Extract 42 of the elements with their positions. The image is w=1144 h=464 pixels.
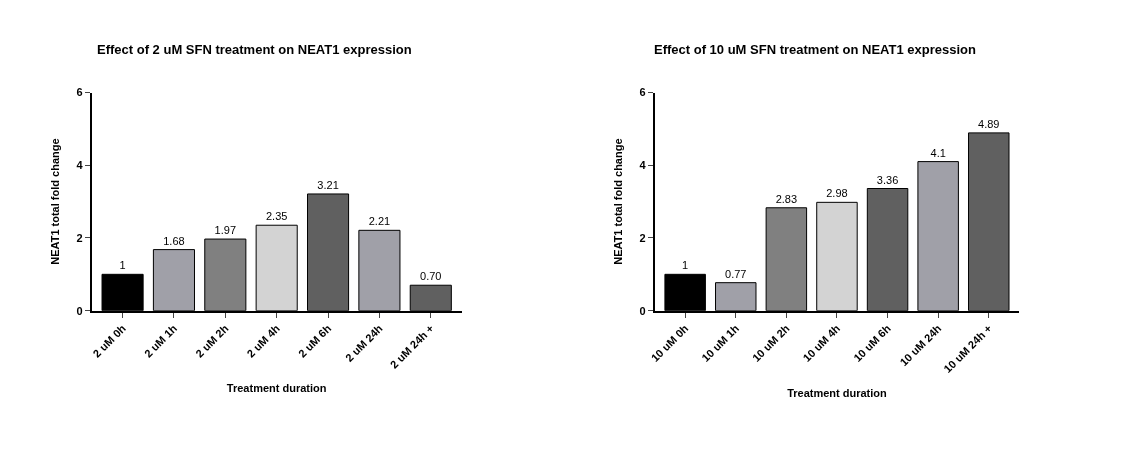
y-tick-label: 0 [639,304,646,317]
x-tick-label: 10 uM 4h [800,322,843,364]
y-tick-label: 2 [76,231,83,244]
x-tick-label: 10 uM 24h [897,322,944,369]
data-label: 4.1 [930,146,946,159]
x-tick-label: 2 uM 6h [295,322,334,360]
x-tick-label: 10 uM 2h [749,322,792,364]
x-tick-label: 2 uM 24h [342,322,385,364]
y-axis-title: NEAT1 total fold change [611,138,624,265]
data-label: 3.21 [317,178,339,191]
x-tick-label: 2 uM 0h [90,322,129,360]
y-axis-title: NEAT1 total fold change [48,138,61,265]
chart-title: Effect of 2 uM SFN treatment on NEAT1 expression [97,42,412,57]
data-label: 2.98 [826,187,848,200]
data-label: 2.83 [775,192,798,205]
x-tick-label: 2 uM 4h [244,322,283,360]
x-tick-label: 10 uM 0h [648,322,691,364]
data-label: 1 [119,259,126,272]
data-label: 2.35 [265,210,288,223]
x-axis-title: Treatment duration [226,382,327,395]
y-tick-label: 2 [639,231,646,244]
data-label: 1.68 [163,234,185,247]
y-tick-label: 6 [76,86,83,99]
y-tick-label: 4 [639,159,647,172]
chart-title: Effect of 10 uM SFN treatment on NEAT1 expression [654,42,976,57]
x-axis-title: Treatment duration [787,386,888,399]
x-tick-label: 10 uM 24h + [941,322,995,375]
data-label: 2.21 [368,215,391,228]
x-tick-label: 2 uM 1h [141,322,180,360]
x-tick-label: 10 uM 1h [699,322,742,364]
data-label: 0.70 [420,270,442,283]
y-tick-label: 0 [76,304,83,317]
x-tick-label: 10 uM 6h [851,322,894,364]
data-label: 4.89 [978,117,1000,130]
data-label: 0.77 [725,267,747,280]
data-label: 1 [682,259,689,272]
y-tick-label: 4 [76,159,84,172]
data-label: 3.36 [876,173,899,186]
x-tick-label: 2 uM 24h + [387,322,437,371]
y-tick-label: 6 [639,86,646,99]
data-label: 1.97 [214,224,237,237]
x-tick-label: 2 uM 2h [193,322,231,360]
